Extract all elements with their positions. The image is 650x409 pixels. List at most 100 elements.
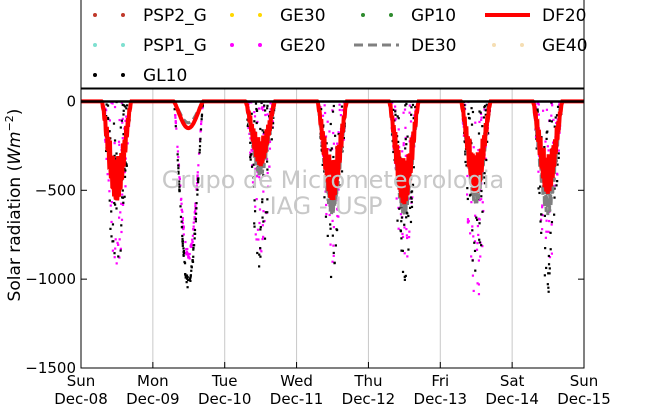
- data-point-ge20: [261, 224, 264, 227]
- data-point-ge20: [194, 209, 197, 212]
- data-point-ge20: [408, 230, 411, 233]
- data-point-ge20: [263, 174, 266, 177]
- data-point-gl10: [540, 213, 543, 216]
- data-point-gl10: [124, 169, 127, 172]
- data-point-gl10: [253, 120, 256, 123]
- data-point-gl10: [484, 113, 487, 116]
- data-point-gl10: [272, 122, 275, 125]
- data-point-ge20: [264, 113, 267, 117]
- data-point-ge20: [197, 164, 200, 167]
- data-point-gl10: [192, 248, 195, 251]
- data-point-ge20: [476, 224, 480, 228]
- data-point-gl10: [550, 221, 554, 224]
- data-point-gl10: [249, 156, 252, 159]
- data-point-ge20: [471, 274, 475, 277]
- data-point-gl10: [256, 251, 259, 255]
- data-point-ge20: [406, 255, 409, 258]
- data-point-ge20: [107, 179, 110, 182]
- data-point-gl10: [264, 211, 267, 214]
- data-point-ge20: [545, 108, 549, 111]
- data-point-ge20: [108, 119, 111, 122]
- data-point-ge20: [191, 234, 194, 237]
- data-point-gl10: [115, 207, 118, 210]
- data-point-ge20: [249, 151, 252, 154]
- data-point-gl10: [178, 185, 181, 188]
- data-point-gl10: [480, 244, 483, 247]
- data-point-ge20: [119, 211, 122, 214]
- data-point-ge20: [260, 107, 263, 110]
- x-tick-label-date: Dec-09: [126, 390, 180, 408]
- data-point-ge20: [193, 211, 196, 214]
- data-point-ge20: [338, 103, 341, 106]
- data-point-ge20: [180, 202, 183, 205]
- data-point-ge20: [120, 230, 123, 234]
- data-point-ge20: [124, 185, 127, 188]
- legend-marker: [121, 43, 125, 47]
- data-point-gl10: [537, 187, 540, 190]
- data-point-ge20: [408, 111, 411, 114]
- data-point-gl10: [110, 235, 113, 238]
- x-tick-label-day: Mon: [137, 372, 169, 390]
- data-point-ge20: [261, 237, 264, 241]
- data-point-ge20: [191, 238, 194, 241]
- data-point-gl10: [477, 132, 481, 135]
- data-point-gl10: [122, 133, 125, 136]
- data-point-gl10: [115, 152, 118, 155]
- data-point-ge20: [187, 254, 190, 257]
- data-point-ge20: [254, 167, 257, 170]
- x-tick-label-date: Dec-15: [557, 390, 611, 408]
- data-point-gl10: [478, 222, 481, 225]
- data-point-ge20: [194, 202, 197, 205]
- data-point-ge20: [397, 227, 400, 230]
- data-point-ge20: [466, 174, 469, 178]
- data-point-ge20: [477, 283, 481, 286]
- data-point-gl10: [198, 148, 201, 151]
- legend-marker: [258, 43, 262, 47]
- data-point-ge20: [195, 185, 198, 188]
- legend-marker: [230, 43, 234, 47]
- data-point-gl10: [124, 105, 127, 108]
- data-point-ge20: [403, 252, 406, 255]
- data-point-gl10: [113, 139, 117, 142]
- data-point-gl10: [547, 263, 551, 266]
- data-point-gl10: [178, 189, 181, 193]
- data-point-gl10: [112, 240, 115, 243]
- data-point-ge20: [185, 253, 188, 256]
- data-point-ge20: [253, 111, 256, 114]
- data-point-ge20: [546, 145, 549, 148]
- data-point-gl10: [547, 272, 550, 275]
- legend-marker: [121, 13, 125, 17]
- data-point-ge20: [405, 228, 408, 231]
- data-point-ge20: [180, 197, 183, 200]
- data-point-gl10: [466, 187, 469, 190]
- data-point-gl10: [540, 231, 543, 234]
- data-point-gl10: [397, 140, 400, 144]
- data-point-gl10: [259, 255, 262, 258]
- data-point-ge20: [186, 252, 189, 255]
- data-point-gl10: [250, 112, 253, 115]
- data-point-gl10: [259, 226, 262, 229]
- data-point-ge20: [119, 247, 122, 250]
- data-point-ge20: [537, 170, 540, 173]
- data-point-gl10: [114, 157, 117, 160]
- data-point-ge20: [178, 177, 181, 181]
- data-point-gl10: [483, 176, 486, 179]
- x-tick-label-day: Fri: [431, 372, 449, 390]
- data-point-ge20: [259, 178, 262, 181]
- data-point-gl10: [475, 218, 479, 221]
- data-point-gl10: [192, 244, 195, 247]
- data-point-ge20: [117, 140, 121, 143]
- data-point-ge20: [544, 140, 547, 143]
- y-axis-label-text: Solar radiation (: [5, 165, 25, 302]
- data-point-ge20: [106, 173, 109, 176]
- data-point-ge20: [192, 225, 195, 228]
- data-point-ge20: [408, 104, 411, 107]
- data-point-ge20: [477, 259, 481, 262]
- data-point-ge20: [255, 174, 259, 177]
- data-point-ge20: [250, 164, 254, 167]
- data-point-ge20: [124, 119, 127, 122]
- data-point-gl10: [176, 153, 179, 156]
- watermark: Grupo de Micrometeorologia IAG - USP: [162, 166, 504, 220]
- data-point-gl10: [410, 197, 413, 200]
- data-point-ge20: [469, 232, 472, 235]
